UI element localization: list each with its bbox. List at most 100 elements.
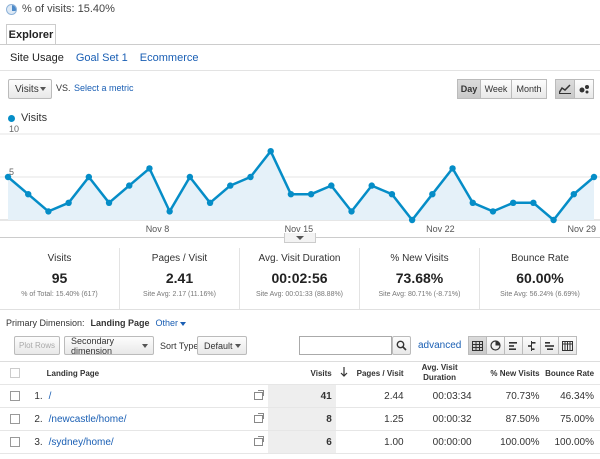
data-point[interactable] xyxy=(509,199,517,206)
sort-type-value: Default xyxy=(204,340,233,351)
x-tick-label: Nov 15 xyxy=(285,224,314,234)
motion-chart-button[interactable] xyxy=(574,79,594,99)
sort-type-label: Sort Type: xyxy=(160,341,201,351)
select-all-cell xyxy=(0,368,29,378)
subtab-ecommerce[interactable]: Ecommerce xyxy=(139,52,199,64)
data-point[interactable] xyxy=(105,199,113,206)
external-link-icon xyxy=(253,436,264,446)
scorecard-bounce-rate[interactable]: Bounce Rate 60.00% Site Avg: 56.24% (6.6… xyxy=(480,248,600,309)
data-point[interactable] xyxy=(429,191,436,198)
data-point[interactable] xyxy=(307,191,315,198)
data-point[interactable] xyxy=(408,216,416,224)
row-check-cell xyxy=(0,391,29,401)
row-new-visits: 70.73% xyxy=(505,390,540,402)
period-month-button[interactable]: Month xyxy=(511,79,547,99)
row-new-visits: 100.00% xyxy=(500,436,540,448)
data-point[interactable] xyxy=(126,182,133,189)
data-point[interactable] xyxy=(469,199,476,206)
scorecard-pages-per-visit[interactable]: Pages / Visit 2.41 Site Avg: 2.17 (11.16… xyxy=(120,248,240,309)
subtab-site-usage[interactable]: Site Usage xyxy=(10,52,64,64)
header-landing-page[interactable]: Landing Page xyxy=(46,368,100,378)
scorecard-sub: % of Total: 15.40% (617) xyxy=(21,291,98,298)
search-button[interactable] xyxy=(392,336,411,355)
data-point[interactable] xyxy=(45,208,52,215)
data-point[interactable] xyxy=(449,165,456,172)
data-point[interactable] xyxy=(85,173,93,181)
data-point[interactable] xyxy=(4,173,12,181)
metric-dropdown[interactable]: Visits xyxy=(8,79,52,99)
data-point[interactable] xyxy=(65,199,72,206)
data-point[interactable] xyxy=(590,173,598,181)
table-row: 2. /newcastle/home/ 8 1.25 00:00:32 87.5… xyxy=(0,408,600,431)
visits-area xyxy=(8,151,594,220)
data-point[interactable] xyxy=(530,199,537,206)
row-landing-page-link[interactable]: /sydney/home/ xyxy=(48,436,114,448)
data-point[interactable] xyxy=(388,191,396,198)
data-point[interactable] xyxy=(247,173,254,181)
row-index: 1. xyxy=(34,390,43,402)
tab-explorer[interactable]: Explorer xyxy=(6,24,56,45)
row-avg-duration: 00:00:32 xyxy=(432,413,472,425)
pie-view-button[interactable] xyxy=(486,336,505,355)
sort-type-dropdown[interactable]: Default xyxy=(197,336,247,355)
scorecard-value: 2.41 xyxy=(165,270,194,286)
header-visits[interactable]: Visits xyxy=(310,368,332,378)
scorecard-avg-duration[interactable]: Avg. Visit Duration 00:02:56 Site Avg: 0… xyxy=(240,248,360,309)
data-point[interactable] xyxy=(166,208,173,215)
open-page-button[interactable] xyxy=(248,436,267,446)
visits-chart[interactable]: 10 5 Nov 8 Nov 15 Nov 22 Nov 29 xyxy=(0,125,600,237)
subtab-bar: Site Usage Goal Set 1 Ecommerce xyxy=(10,52,198,64)
row-checkbox[interactable] xyxy=(9,414,20,424)
data-point[interactable] xyxy=(550,216,557,224)
data-point[interactable] xyxy=(186,173,194,181)
data-point[interactable] xyxy=(267,148,274,155)
series-dot-icon xyxy=(8,114,15,122)
table-search-input[interactable] xyxy=(299,336,392,355)
header-bounce-rate[interactable]: Bounce Rate xyxy=(545,368,595,378)
scorecard-value: 60.00% xyxy=(516,270,564,286)
period-week-button[interactable]: Week xyxy=(480,79,512,99)
data-point[interactable] xyxy=(206,199,214,206)
row-landing-page-link[interactable]: / xyxy=(48,390,52,402)
other-dimension-link[interactable]: Other xyxy=(156,318,187,328)
scorecard-visits[interactable]: Visits 95 % of Total: 15.40% (617) xyxy=(0,248,120,309)
plot-rows-button[interactable]: Plot Rows xyxy=(14,336,60,355)
term-cloud-view-button[interactable] xyxy=(540,336,559,355)
comparison-view-button[interactable] xyxy=(522,336,541,355)
data-point[interactable] xyxy=(328,182,335,189)
row-avg-duration: 00:03:34 xyxy=(432,390,472,402)
row-landing-page-link[interactable]: /newcastle/home/ xyxy=(48,413,127,425)
row-bounce-rate: 75.00% xyxy=(560,413,594,425)
data-point[interactable] xyxy=(25,191,32,198)
select-metric-link[interactable]: Select a metric xyxy=(74,83,134,93)
subtab-goal-set-1[interactable]: Goal Set 1 xyxy=(75,52,128,64)
data-point[interactable] xyxy=(489,208,497,215)
open-page-button[interactable] xyxy=(248,390,267,400)
header-avg-duration[interactable]: Avg. Visit Duration xyxy=(421,363,458,382)
line-chart-button[interactable] xyxy=(555,79,575,99)
pivot-view-button[interactable] xyxy=(558,336,577,355)
advanced-filter-link[interactable]: advanced xyxy=(418,340,462,351)
data-point[interactable] xyxy=(287,191,295,198)
scorecard-value: 73.68% xyxy=(395,270,444,286)
row-pages-per-visit: 1.25 xyxy=(384,413,404,425)
open-page-button[interactable] xyxy=(248,413,267,423)
performance-view-button[interactable] xyxy=(504,336,523,355)
table-view-button[interactable] xyxy=(468,336,487,355)
secondary-dimension-dropdown[interactable]: Secondary dimension xyxy=(64,336,154,356)
row-checkbox[interactable] xyxy=(9,437,20,447)
data-point[interactable] xyxy=(227,182,234,189)
row-checkbox[interactable] xyxy=(9,391,20,401)
sort-desc-icon[interactable] xyxy=(336,367,353,379)
data-point[interactable] xyxy=(348,208,355,215)
triangle-down-icon xyxy=(296,235,304,240)
header-new-visits[interactable]: % New Visits xyxy=(490,368,540,378)
header-pages-per-visit[interactable]: Pages / Visit xyxy=(356,368,404,378)
data-point[interactable] xyxy=(570,191,577,198)
scorecard-new-visits[interactable]: % New Visits 73.68% Site Avg: 80.71% (-8… xyxy=(360,248,480,309)
period-day-button[interactable]: Day xyxy=(457,79,481,99)
data-point[interactable] xyxy=(368,182,375,189)
data-point[interactable] xyxy=(146,165,153,172)
select-all-checkbox[interactable] xyxy=(9,368,20,378)
collapse-chart-toggle[interactable] xyxy=(284,233,316,243)
